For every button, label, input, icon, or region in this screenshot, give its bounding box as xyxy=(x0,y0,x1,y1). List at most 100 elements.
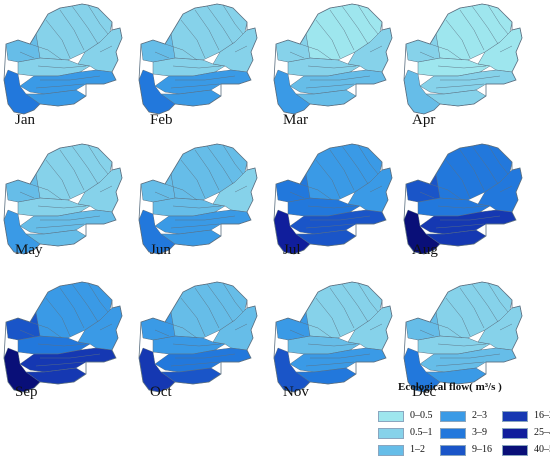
subbasin-boundary xyxy=(206,145,234,185)
subbasin-boundary xyxy=(71,5,99,45)
subbasin-boundary xyxy=(172,343,222,347)
subbasin-boundary xyxy=(234,45,248,53)
subbasin-boundary xyxy=(369,185,383,193)
subbasin-boundary xyxy=(154,191,170,199)
subbasin-boundary xyxy=(19,191,35,199)
subbasin-mid xyxy=(275,33,311,63)
subbasin-boundary xyxy=(234,185,248,193)
legend-swatch xyxy=(502,445,528,456)
subbasin-boundary xyxy=(164,321,198,339)
subbasin-boundary xyxy=(45,297,71,337)
subbasin-boundary xyxy=(357,144,379,175)
subbasin-boundary xyxy=(222,282,244,313)
subbasin-boundary xyxy=(45,19,71,59)
month-label-jan: Jan xyxy=(15,112,35,128)
subbasin-boundary xyxy=(289,329,305,337)
subbasin-boundary xyxy=(437,343,487,347)
subbasin-boundary xyxy=(429,183,463,201)
map-mar xyxy=(273,3,393,115)
subbasin-center xyxy=(152,197,226,217)
subbasin-boundary xyxy=(299,183,333,201)
subbasin-boundary xyxy=(440,215,501,221)
subbasin-boundary xyxy=(459,9,485,51)
subbasin-boundary xyxy=(435,361,485,367)
basin-outline xyxy=(273,281,393,393)
subbasin-boundary xyxy=(170,83,220,89)
subbasin-boundary xyxy=(222,144,244,175)
subbasin-center xyxy=(152,57,226,77)
subbasin-boundary xyxy=(170,361,220,367)
subbasin-boundary xyxy=(40,215,101,221)
subbasin-mid xyxy=(5,173,41,203)
map-apr xyxy=(403,3,523,115)
subbasin-boundary xyxy=(305,83,355,89)
subbasin-boundary xyxy=(154,329,170,337)
subbasin-boundary xyxy=(357,4,379,35)
subbasin-boundary xyxy=(445,297,471,337)
legend-label: 3–9 xyxy=(472,427,487,438)
subbasin-boundary xyxy=(329,149,355,191)
subbasin-boundary xyxy=(45,159,71,199)
subbasin-center xyxy=(287,57,361,77)
subbasin-boundary xyxy=(99,45,113,53)
subbasin-boundary xyxy=(206,5,234,45)
subbasin-center xyxy=(417,57,491,77)
subbasin-boundary xyxy=(310,75,371,81)
subbasin-boundary xyxy=(419,329,435,337)
subbasin-mid xyxy=(140,33,176,63)
month-label-jul: Jul xyxy=(283,242,301,258)
subbasin-boundary xyxy=(499,185,513,193)
subbasin-boundary xyxy=(471,5,499,45)
subbasin-boundary xyxy=(487,144,509,175)
subbasin-center xyxy=(417,197,491,217)
basin-outline xyxy=(3,3,123,115)
subbasin-boundary xyxy=(445,159,471,199)
subbasin-boundary xyxy=(437,205,487,209)
subbasin-boundary xyxy=(315,159,341,199)
month-label-mar: Mar xyxy=(283,112,308,128)
subbasin-boundary xyxy=(369,323,383,331)
subbasin-boundary xyxy=(305,223,355,229)
subbasin-boundary xyxy=(87,4,109,35)
basin-outline xyxy=(3,143,123,255)
month-label-may: May xyxy=(15,242,43,258)
legend-label: 9–16 xyxy=(472,444,492,455)
legend-label: 25–40 xyxy=(534,427,550,438)
subbasin-boundary xyxy=(194,149,220,191)
subbasin-boundary xyxy=(369,45,383,53)
subbasin-boundary xyxy=(37,65,87,69)
subbasin-mid xyxy=(5,33,41,63)
basin-outline xyxy=(403,143,523,255)
subbasin-boundary xyxy=(341,145,369,185)
subbasin-boundary xyxy=(170,223,220,229)
subbasin-boundary xyxy=(459,287,485,329)
subbasin-boundary xyxy=(459,149,485,191)
subbasin-center xyxy=(287,197,361,217)
subbasin-boundary xyxy=(440,75,501,81)
subbasin-boundary xyxy=(487,4,509,35)
subbasin-mid xyxy=(405,311,441,341)
legend-swatch xyxy=(440,428,466,439)
subbasin-boundary xyxy=(307,343,357,347)
subbasin-boundary xyxy=(164,43,198,61)
basin-outline xyxy=(138,281,258,393)
subbasin-mid xyxy=(140,173,176,203)
subbasin-boundary xyxy=(437,65,487,69)
subbasin-boundary xyxy=(99,323,113,331)
subbasin-boundary xyxy=(471,145,499,185)
subbasin-boundary xyxy=(315,297,341,337)
subbasin-boundary xyxy=(180,19,206,59)
subbasin-boundary xyxy=(329,9,355,51)
subbasin-boundary xyxy=(435,223,485,229)
subbasin-mid xyxy=(405,173,441,203)
basin-outline xyxy=(273,143,393,255)
map-may xyxy=(3,143,123,255)
subbasin-center xyxy=(17,57,91,77)
map-jul xyxy=(273,143,393,255)
month-label-dec: Dec xyxy=(412,384,437,400)
subbasin-mid xyxy=(275,311,311,341)
flow-legend: Ecological flow( m³/s ) 0–0.5 0.5–1 1–2 2–3… xyxy=(372,381,550,463)
subbasin-boundary xyxy=(499,45,513,53)
subbasin-boundary xyxy=(234,323,248,331)
subbasin-boundary xyxy=(175,215,236,221)
